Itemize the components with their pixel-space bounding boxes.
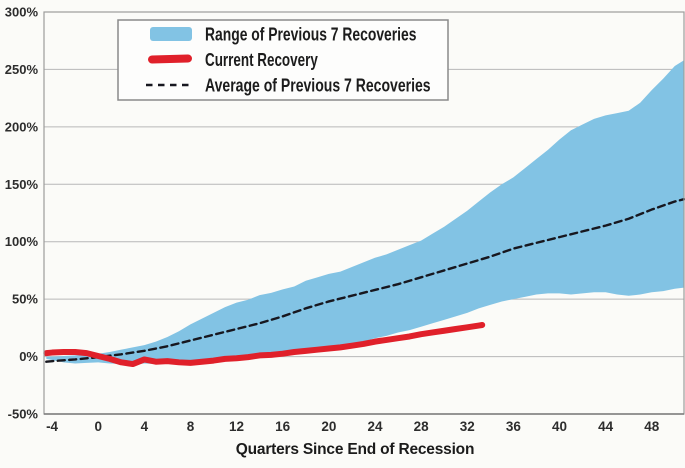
- x-tick-label: 0: [94, 419, 102, 434]
- legend-label: Current Recovery: [205, 50, 318, 70]
- x-tick-label: 4: [141, 419, 149, 434]
- x-tick-label: 48: [644, 419, 660, 434]
- y-tick-label: 250%: [5, 62, 39, 77]
- x-axis-title: Quarters Since End of Recession: [235, 441, 475, 458]
- y-tick-label: 300%: [5, 5, 39, 20]
- x-tick-label: 32: [460, 419, 475, 434]
- range-band: [46, 60, 685, 365]
- legend-label: Range of Previous 7 Recoveries: [205, 25, 417, 45]
- legend-swatch-current: [148, 54, 192, 64]
- x-tick-label: 44: [598, 419, 614, 434]
- legend-swatch-range: [150, 27, 192, 41]
- x-tick-label: 40: [552, 419, 567, 434]
- x-tick-label: 8: [187, 419, 195, 434]
- x-tick-label: 36: [506, 419, 522, 434]
- current-recovery-line: [43, 321, 486, 368]
- x-tick-label: -4: [46, 419, 58, 434]
- x-tick-label: 28: [414, 419, 430, 434]
- y-tick-label: 150%: [5, 177, 39, 192]
- x-tick-label: 24: [367, 419, 383, 434]
- y-tick-label: 0%: [19, 349, 38, 364]
- x-tick-label: 16: [275, 419, 291, 434]
- y-tick-label: 50%: [12, 292, 38, 307]
- average-line: [45, 198, 685, 363]
- x-tick-label: 20: [321, 419, 336, 434]
- x-tick-label: 12: [229, 419, 244, 434]
- legend-box: [117, 19, 449, 101]
- y-tick-label: 100%: [5, 234, 39, 249]
- y-tick-label: 200%: [5, 119, 39, 134]
- y-tick-label: -50%: [8, 407, 39, 422]
- legend-label: Average of Previous 7 Recoveries: [205, 76, 431, 96]
